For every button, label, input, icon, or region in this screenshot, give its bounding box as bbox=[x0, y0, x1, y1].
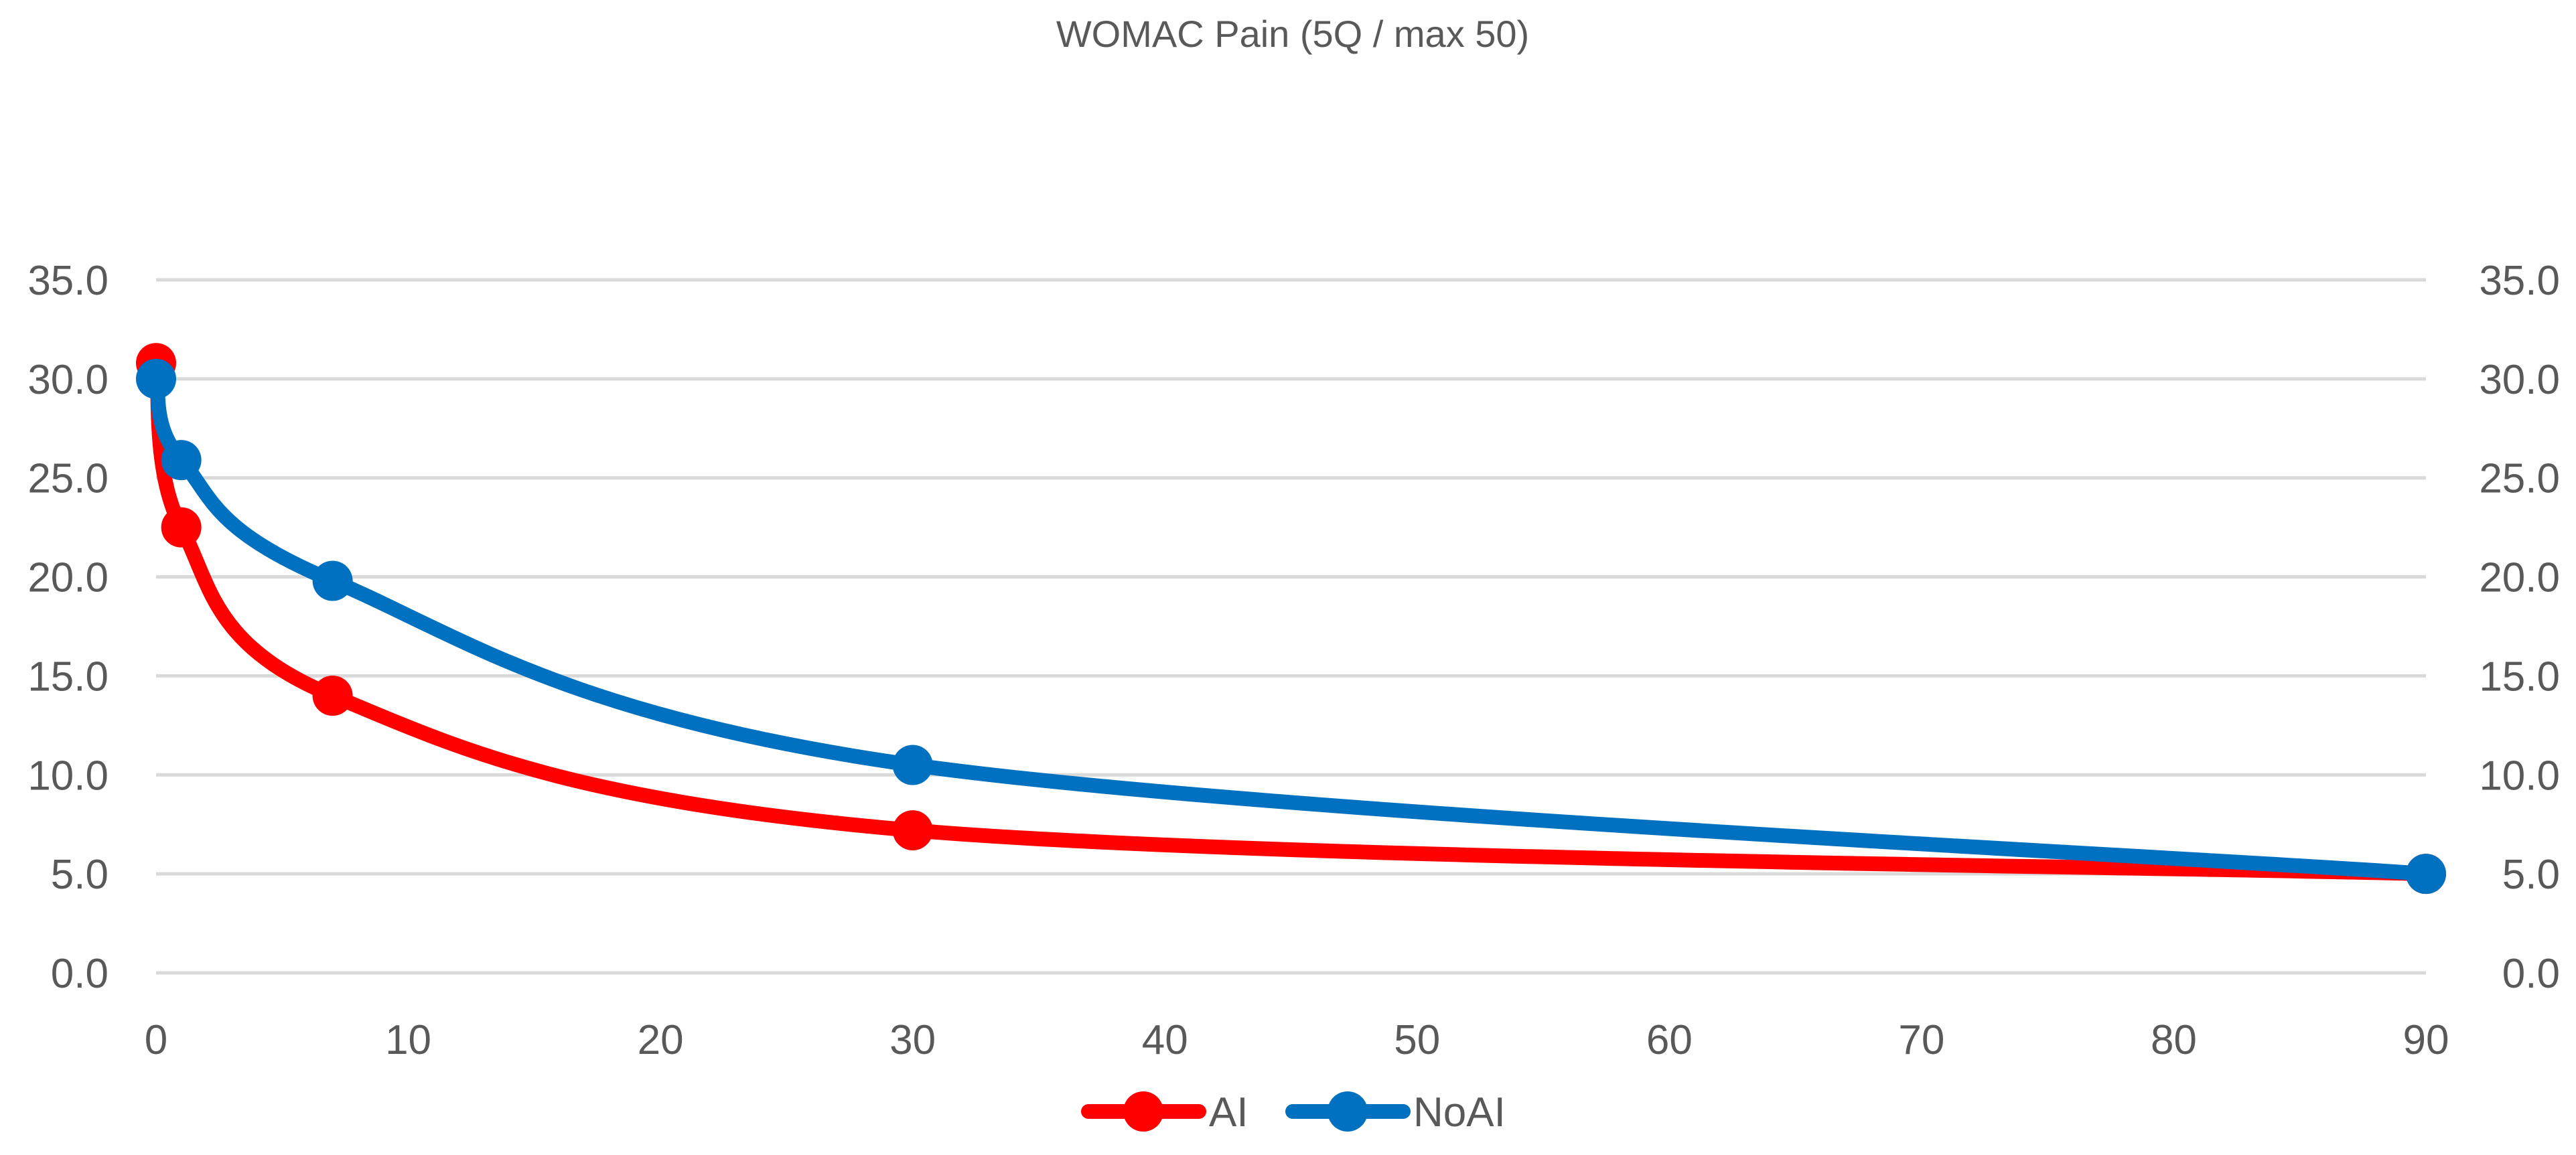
x-tick-label: 30 bbox=[889, 1017, 936, 1063]
x-tick-label: 10 bbox=[385, 1017, 431, 1063]
x-tick-label: 70 bbox=[1898, 1017, 1944, 1063]
y-tick-label-left: 30.0 bbox=[27, 357, 109, 403]
y-tick-label-left: 5.0 bbox=[51, 852, 109, 898]
x-tick-label: 90 bbox=[2403, 1017, 2449, 1063]
chart-title: WOMAC Pain (5Q / max 50) bbox=[1056, 13, 1529, 55]
x-axis-ticks: 0 10 20 30 40 50 60 70 80 90 bbox=[145, 1017, 2449, 1063]
legend-swatch-marker bbox=[1123, 1091, 1163, 1132]
data-point-noai bbox=[892, 745, 933, 785]
y-tick-label-right: 10.0 bbox=[2479, 753, 2560, 799]
data-point-noai bbox=[312, 560, 353, 601]
legend-item-ai: AI bbox=[1081, 1089, 1248, 1136]
x-tick-label: 80 bbox=[2151, 1017, 2197, 1063]
y-tick-label-right: 20.0 bbox=[2479, 555, 2560, 601]
x-tick-label: 60 bbox=[1646, 1017, 1693, 1063]
x-tick-label: 20 bbox=[638, 1017, 684, 1063]
y-tick-label-left: 35.0 bbox=[27, 258, 109, 304]
y-tick-label-right: 25.0 bbox=[2479, 456, 2560, 502]
y-tick-label-left: 10.0 bbox=[27, 753, 109, 799]
x-tick-label: 0 bbox=[145, 1017, 167, 1063]
legend: AI NoAI bbox=[1081, 1089, 1506, 1136]
y-axis-left-ticks: 0.0 5.0 10.0 15.0 20.0 25.0 30.0 35.0 bbox=[27, 258, 109, 997]
y-tick-label-left: 0.0 bbox=[51, 951, 109, 997]
y-tick-label-left: 20.0 bbox=[27, 555, 109, 601]
series-line-noai bbox=[149, 371, 2433, 882]
y-tick-label-right: 5.0 bbox=[2502, 852, 2560, 898]
data-point-ai bbox=[312, 676, 353, 716]
data-point-ai bbox=[892, 810, 933, 851]
y-tick-label-right: 30.0 bbox=[2479, 357, 2560, 403]
y-tick-label-left: 25.0 bbox=[27, 456, 109, 502]
y-tick-label-right: 35.0 bbox=[2479, 258, 2560, 304]
y-tick-label-right: 0.0 bbox=[2502, 951, 2560, 997]
x-tick-label: 40 bbox=[1142, 1017, 1188, 1063]
legend-label: NoAI bbox=[1413, 1089, 1506, 1136]
y-tick-label-left: 15.0 bbox=[27, 653, 109, 700]
series-layer bbox=[136, 343, 2446, 895]
x-tick-label: 50 bbox=[1394, 1017, 1440, 1063]
legend-swatch-marker bbox=[1328, 1091, 1368, 1132]
data-point-noai bbox=[136, 358, 176, 399]
legend-label: AI bbox=[1209, 1089, 1248, 1136]
y-axis-right-ticks: 0.0 5.0 10.0 15.0 20.0 25.0 30.0 35.0 bbox=[2479, 258, 2560, 997]
y-tick-label-right: 15.0 bbox=[2479, 653, 2560, 700]
legend-item-noai: NoAI bbox=[1285, 1089, 1506, 1136]
data-point-noai bbox=[2406, 854, 2446, 895]
data-point-noai bbox=[161, 440, 202, 481]
series-noai bbox=[136, 358, 2446, 895]
data-point-ai bbox=[161, 507, 202, 548]
